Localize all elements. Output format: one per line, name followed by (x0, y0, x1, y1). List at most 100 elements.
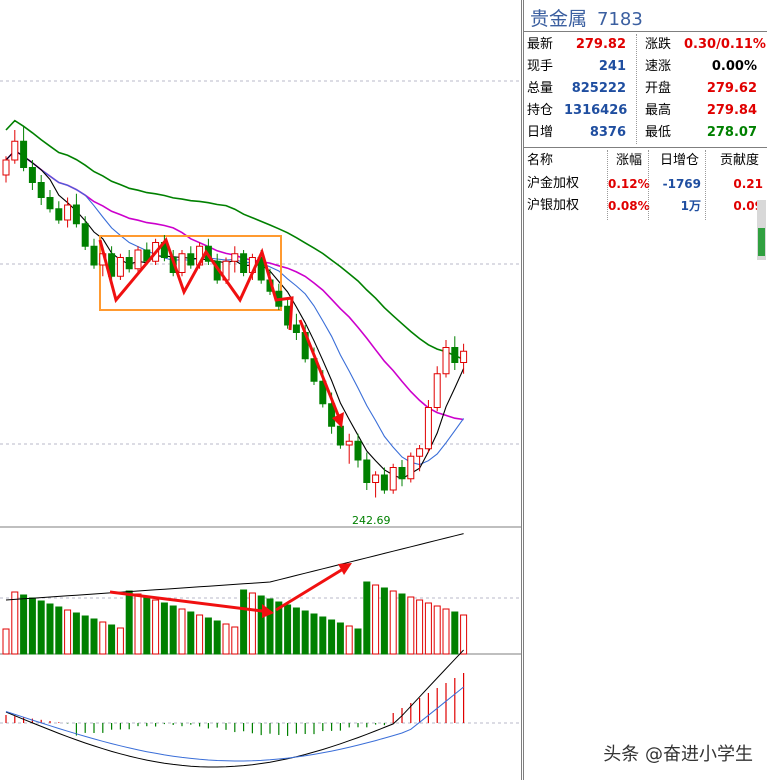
macd-dif-line (5, 649, 464, 768)
quote-value: 8376 (589, 125, 626, 140)
quote-label: 最新 (527, 37, 554, 52)
volume-bar (28, 597, 36, 655)
volume-bar (257, 595, 265, 655)
volume-bar (134, 593, 142, 655)
quote-label: 持仓 (527, 103, 554, 118)
macd-dea-line (5, 686, 464, 762)
candle-body (37, 182, 45, 198)
column-divider (648, 150, 649, 220)
quote-value: 825222 (571, 81, 626, 96)
quote-label: 涨跌 (645, 37, 672, 52)
trend-annotation (98, 236, 294, 331)
volume-bar (152, 599, 160, 655)
quote-value: 279.62 (706, 81, 757, 96)
volume-bar (108, 624, 116, 655)
volume-bar (319, 616, 327, 655)
ma60-line (5, 119, 464, 361)
candle-body (81, 223, 89, 247)
quote-label: 现手 (527, 59, 554, 74)
chart-svg: 242.69 (0, 0, 522, 780)
instrument-title: 贵金属 7183 (530, 4, 643, 31)
volume-bar (72, 612, 80, 655)
volume-bar (380, 587, 388, 655)
arrowhead (262, 604, 274, 618)
volume-bar (460, 614, 468, 655)
candle-body (11, 140, 19, 161)
volume-bar (248, 592, 256, 655)
quote-label: 速涨 (645, 59, 672, 74)
volume-bar (398, 593, 406, 655)
candle-body (416, 448, 424, 457)
candle-body (64, 204, 72, 221)
candle-body (451, 347, 459, 363)
volume-bar (64, 609, 72, 655)
candle-body (460, 350, 468, 363)
quote-value: 0.00% (711, 59, 757, 74)
candle-body (319, 380, 327, 405)
candle-body (178, 253, 186, 273)
column-divider (705, 150, 706, 220)
volume-bar (363, 581, 371, 655)
volume-bar (169, 605, 177, 655)
table-cell: 沪银加权 (527, 198, 580, 213)
volume-bar (284, 604, 292, 655)
candle-body (20, 140, 28, 168)
candle-body (442, 347, 450, 375)
quote-label: 总量 (527, 81, 554, 96)
volume-bar (240, 589, 248, 655)
candle-body (389, 467, 397, 491)
volume-bar (160, 602, 168, 655)
candle-body (90, 245, 98, 266)
candle-body (336, 425, 344, 446)
volume-bar (196, 614, 204, 655)
volume-bar (116, 627, 124, 655)
scrollbar-thumb[interactable] (758, 228, 765, 256)
volume-bar (292, 607, 300, 655)
quote-value: 241 (598, 59, 626, 74)
table-cell: 0.21 (733, 177, 763, 191)
candle-body (407, 455, 415, 480)
volume-bar (275, 601, 283, 655)
trend-arrow (298, 319, 342, 421)
volume-bar (125, 590, 133, 655)
candle-body (345, 440, 353, 446)
volume-bar (345, 625, 353, 655)
candle-body (72, 204, 80, 225)
volume-bar (416, 599, 424, 655)
volume-bar (451, 611, 459, 655)
column-divider (636, 34, 637, 144)
candle-body (240, 253, 248, 273)
column-divider (607, 150, 608, 220)
candle-body (380, 474, 388, 491)
candle-body (46, 197, 54, 210)
volume-bar (433, 605, 441, 655)
candle-body (257, 257, 265, 281)
table-cell: 0.08% (608, 199, 650, 213)
volume-bar (301, 610, 309, 655)
quote-label: 最低 (645, 125, 672, 140)
table-cell: 0.12% (608, 177, 650, 191)
candle-body (231, 253, 239, 262)
table-cell: 沪金加权 (527, 176, 580, 191)
volume-bar (81, 615, 89, 655)
volume-arrow (109, 590, 271, 614)
ma20-line (5, 149, 464, 421)
volume-bar (143, 596, 151, 655)
scrollbar[interactable] (757, 200, 766, 260)
candle-body (116, 257, 124, 277)
candlestick-chart[interactable]: 242.69 (0, 0, 522, 780)
candle-body (292, 324, 300, 333)
candle-body (433, 373, 441, 408)
quote-label: 开盘 (645, 81, 672, 96)
volume-bar (336, 622, 344, 655)
candle-body (328, 403, 336, 427)
table-cell: -1769 (662, 177, 701, 191)
volume-bar (213, 620, 221, 655)
volume-bar (178, 608, 186, 655)
candle-body (125, 257, 133, 270)
table-header: 名称 (527, 153, 554, 168)
quote-value: 0.30/0.11% (684, 37, 766, 52)
candle-body (28, 167, 36, 183)
low-price-label: 242.69 (352, 514, 391, 527)
volume-arrow (275, 564, 349, 612)
